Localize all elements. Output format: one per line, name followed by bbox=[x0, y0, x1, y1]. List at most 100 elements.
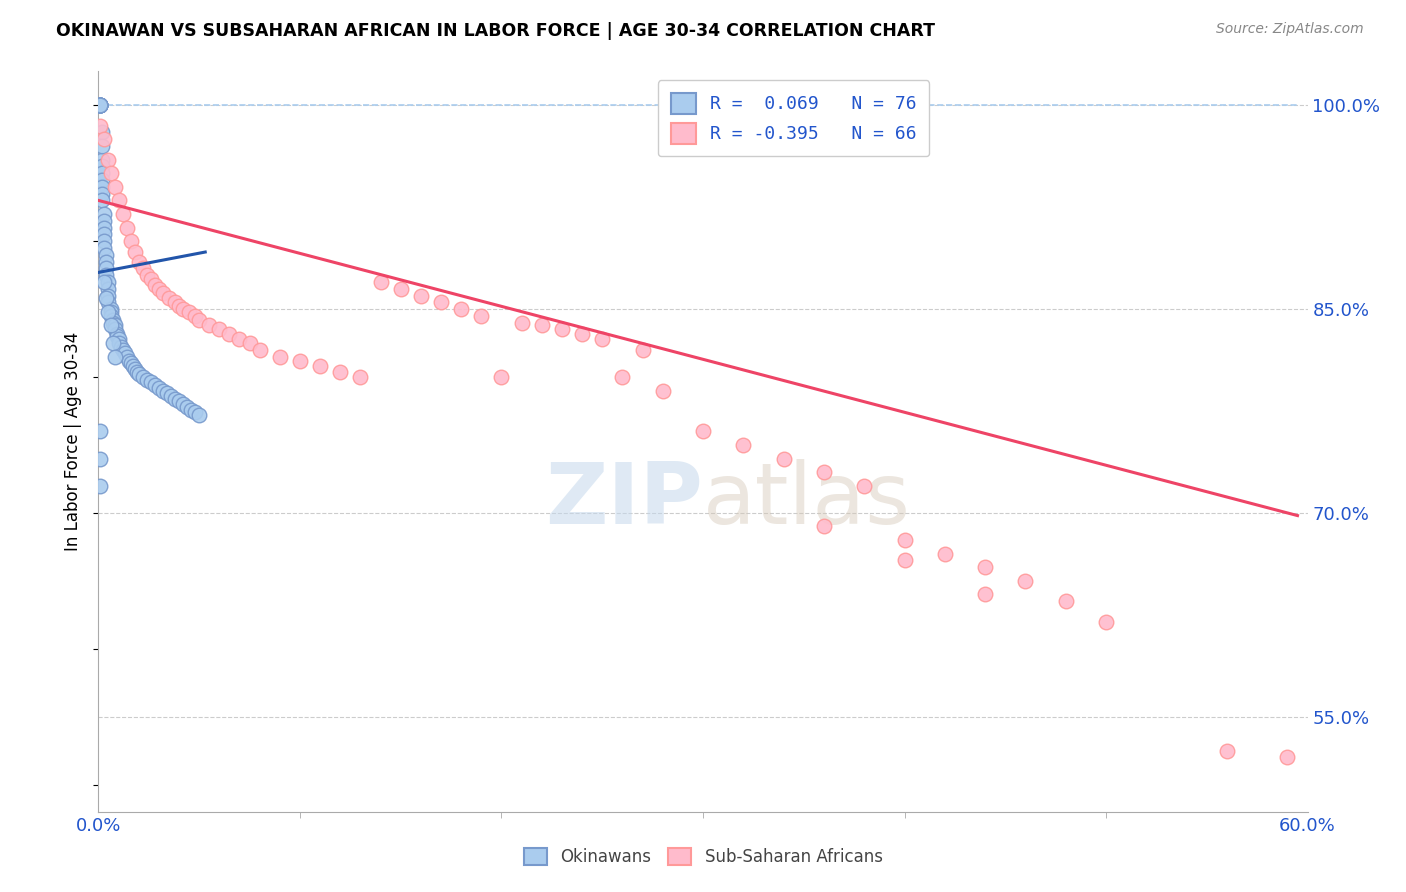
Point bbox=[188, 313, 211, 327]
Point bbox=[249, 343, 271, 357]
Point bbox=[91, 160, 114, 174]
Point bbox=[430, 295, 453, 310]
Legend: R =  0.069   N = 76, R = -0.395   N = 66: R = 0.069 N = 76, R = -0.395 N = 66 bbox=[658, 80, 929, 156]
Point bbox=[89, 98, 111, 112]
Point bbox=[163, 295, 186, 310]
Point bbox=[491, 370, 513, 384]
Point bbox=[156, 386, 179, 401]
Point bbox=[612, 370, 634, 384]
Point bbox=[103, 318, 125, 333]
Point bbox=[160, 389, 183, 403]
Point bbox=[370, 275, 392, 289]
Point bbox=[813, 465, 835, 479]
Point bbox=[974, 587, 997, 601]
Point bbox=[97, 282, 120, 296]
Point bbox=[89, 98, 111, 112]
Point bbox=[100, 302, 122, 317]
Point bbox=[208, 322, 231, 336]
Point bbox=[89, 98, 111, 112]
Point bbox=[389, 282, 412, 296]
Point bbox=[124, 245, 146, 260]
Point bbox=[163, 392, 186, 406]
Point bbox=[93, 220, 115, 235]
Point bbox=[631, 343, 654, 357]
Point bbox=[118, 353, 141, 368]
Point bbox=[107, 194, 129, 208]
Point bbox=[135, 373, 157, 387]
Point bbox=[89, 98, 111, 112]
Point bbox=[101, 313, 124, 327]
Point bbox=[89, 119, 111, 133]
Point bbox=[96, 291, 118, 305]
Point bbox=[152, 285, 174, 300]
Point bbox=[114, 345, 136, 359]
Point bbox=[89, 98, 111, 112]
Point bbox=[893, 553, 915, 567]
Point bbox=[143, 378, 166, 392]
Point bbox=[172, 397, 194, 411]
Point bbox=[100, 305, 122, 319]
Point bbox=[89, 425, 111, 439]
Point bbox=[93, 227, 115, 242]
Point bbox=[89, 451, 111, 466]
Point bbox=[1095, 615, 1118, 629]
Point bbox=[91, 126, 114, 140]
Point bbox=[188, 408, 211, 422]
Point bbox=[125, 365, 148, 379]
Point bbox=[115, 350, 138, 364]
Point bbox=[1054, 594, 1077, 608]
Point bbox=[89, 478, 111, 492]
Point bbox=[510, 316, 533, 330]
Point bbox=[450, 302, 472, 317]
Point bbox=[135, 268, 157, 282]
Point bbox=[179, 305, 201, 319]
Point bbox=[93, 234, 115, 248]
Point bbox=[100, 166, 122, 180]
Text: Source: ZipAtlas.com: Source: ZipAtlas.com bbox=[1216, 22, 1364, 37]
Point bbox=[120, 356, 142, 370]
Point bbox=[110, 340, 132, 354]
Point bbox=[103, 179, 125, 194]
Point bbox=[91, 173, 114, 187]
Point bbox=[1216, 743, 1239, 757]
Point bbox=[93, 207, 115, 221]
Point bbox=[128, 368, 150, 382]
Point bbox=[551, 322, 574, 336]
Point bbox=[100, 318, 122, 333]
Point bbox=[470, 309, 492, 323]
Point bbox=[167, 394, 190, 409]
Point bbox=[180, 402, 202, 417]
Point bbox=[97, 153, 120, 167]
Point bbox=[571, 326, 593, 341]
Point bbox=[132, 261, 155, 276]
Point bbox=[1014, 574, 1036, 588]
Point bbox=[97, 275, 120, 289]
Point bbox=[101, 316, 124, 330]
Point bbox=[97, 288, 120, 302]
Point bbox=[139, 376, 162, 390]
Point bbox=[148, 381, 170, 395]
Point bbox=[100, 309, 122, 323]
Point bbox=[89, 98, 111, 112]
Point bbox=[96, 261, 118, 276]
Point bbox=[692, 425, 714, 439]
Point bbox=[111, 343, 134, 357]
Point bbox=[1277, 750, 1299, 764]
Point bbox=[96, 248, 118, 262]
Point bbox=[218, 326, 240, 341]
Point bbox=[93, 275, 115, 289]
Point bbox=[91, 179, 114, 194]
Point bbox=[107, 332, 129, 346]
Point bbox=[853, 478, 876, 492]
Point bbox=[105, 326, 128, 341]
Point bbox=[105, 329, 128, 343]
Point bbox=[143, 277, 166, 292]
Point bbox=[121, 359, 143, 373]
Point bbox=[89, 98, 111, 112]
Point bbox=[103, 322, 125, 336]
Point bbox=[184, 405, 207, 419]
Point bbox=[228, 332, 250, 346]
Y-axis label: In Labor Force | Age 30-34: In Labor Force | Age 30-34 bbox=[65, 332, 83, 551]
Point bbox=[409, 288, 432, 302]
Point bbox=[91, 194, 114, 208]
